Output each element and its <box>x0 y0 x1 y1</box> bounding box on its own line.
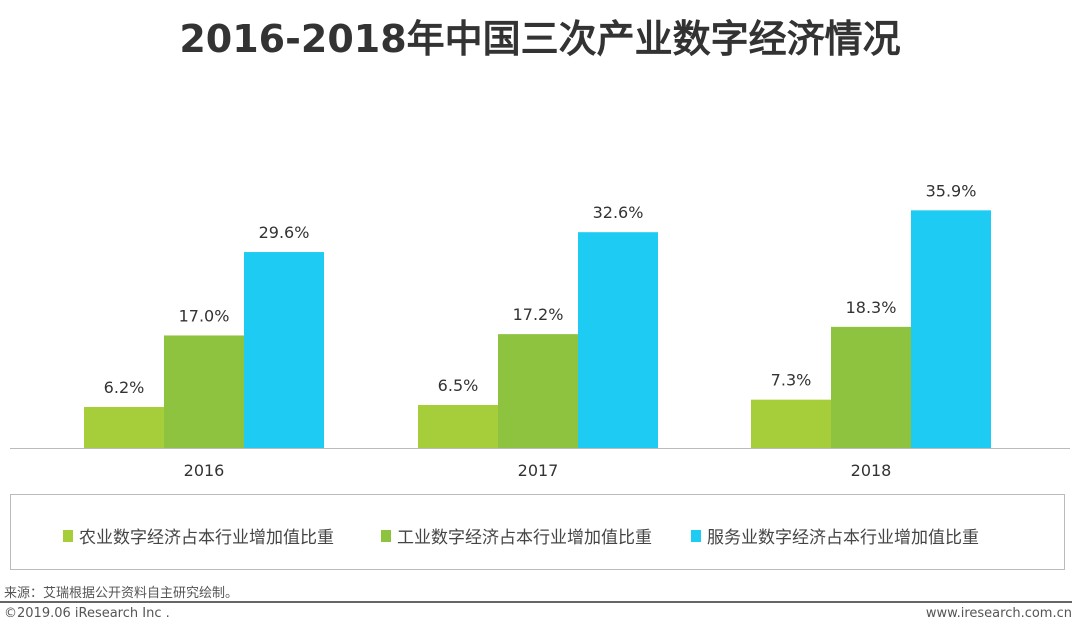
bar <box>498 334 578 448</box>
legend-swatch <box>691 529 701 542</box>
copyright: ©2019.06 iResearch Inc . <box>4 606 170 621</box>
bar <box>244 252 324 448</box>
data-label: 17.0% <box>179 306 230 325</box>
website-link: www.iresearch.com.cn <box>925 606 1072 621</box>
source-note: 来源：艾瑞根据公开资料自主研究绘制。 <box>4 586 239 601</box>
legend: 农业数字经济占本行业增加值比重 工业数字经济占本行业增加值比重 服务业数字经济占… <box>10 494 1065 570</box>
legend-item-services: 服务业数字经济占本行业增加值比重 <box>691 523 979 548</box>
legend-swatch <box>381 529 391 542</box>
data-label: 35.9% <box>926 181 977 200</box>
bar <box>578 232 658 448</box>
bar <box>164 335 244 448</box>
bar <box>911 210 991 448</box>
legend-item-industry: 工业数字经济占本行业增加值比重 <box>381 523 652 548</box>
legend-swatch <box>63 529 73 542</box>
bar <box>831 326 911 448</box>
bar <box>84 406 164 448</box>
chart-title: 2016-2018年中国三次产业数字经济情况 <box>179 17 901 61</box>
footer-divider <box>0 601 1072 603</box>
legend-label: 工业数字经济占本行业增加值比重 <box>397 528 652 548</box>
bar <box>418 404 498 448</box>
data-label: 6.2% <box>104 378 145 397</box>
data-label: 32.6% <box>593 203 644 222</box>
x-tick-label: 2018 <box>851 461 892 480</box>
data-label: 6.5% <box>438 376 479 395</box>
x-tick-label: 2016 <box>184 461 225 480</box>
legend-item-agriculture: 农业数字经济占本行业增加值比重 <box>63 523 334 548</box>
data-label: 7.3% <box>771 371 812 390</box>
x-tick-label: 2017 <box>518 461 559 480</box>
legend-label: 农业数字经济占本行业增加值比重 <box>79 528 334 548</box>
legend-label: 服务业数字经济占本行业增加值比重 <box>707 528 979 548</box>
data-label: 29.6% <box>259 223 310 242</box>
bar-chart: 6.2% 17.0% 29.6% 2016 6.5% 17.2% 32.6% 2017 7.3%… <box>10 181 1070 480</box>
data-label: 18.3% <box>846 298 897 317</box>
data-label: 17.2% <box>513 305 564 324</box>
bar <box>751 399 831 448</box>
